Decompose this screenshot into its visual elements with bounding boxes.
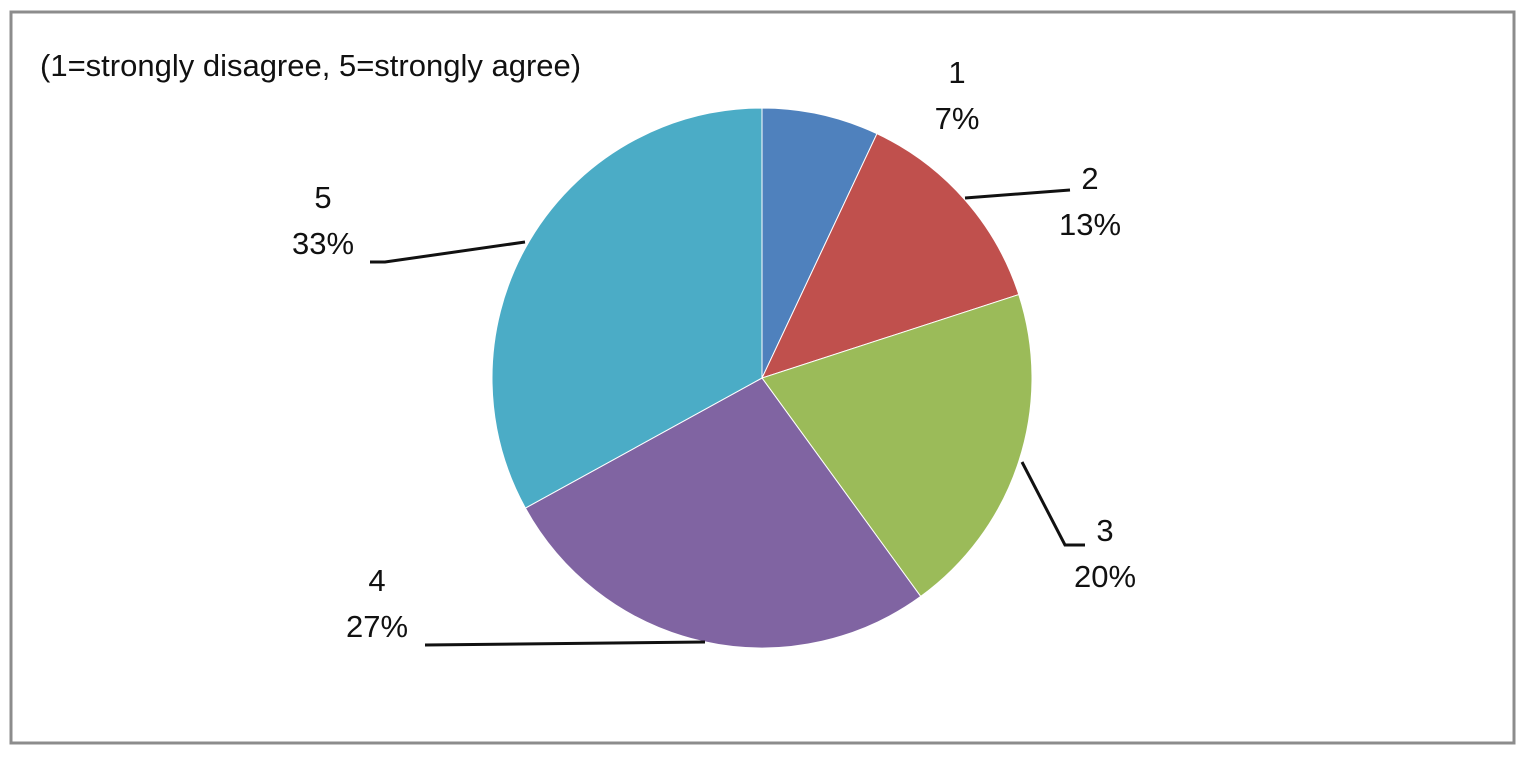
value-label: 33% [292, 226, 354, 261]
category-label: 5 [314, 180, 331, 215]
pie-slice [491, 107, 763, 509]
category-label: 2 [1081, 161, 1098, 196]
value-label: 13% [1059, 207, 1121, 242]
pie-slice [761, 107, 878, 379]
category-label: 1 [948, 55, 965, 90]
leader-line [964, 188, 1071, 200]
leader-line [424, 640, 706, 647]
chart-title: (1=strongly disagree, 5=strongly agree) [40, 48, 581, 83]
leader-line [370, 240, 526, 264]
pie-slice [761, 293, 1033, 598]
category-label: 4 [368, 563, 385, 598]
value-label: 7% [935, 101, 980, 136]
leader-line [1020, 461, 1085, 547]
value-label: 20% [1074, 559, 1136, 594]
value-label: 27% [346, 609, 408, 644]
pie-slice [761, 133, 1020, 379]
category-label: 3 [1096, 513, 1113, 548]
